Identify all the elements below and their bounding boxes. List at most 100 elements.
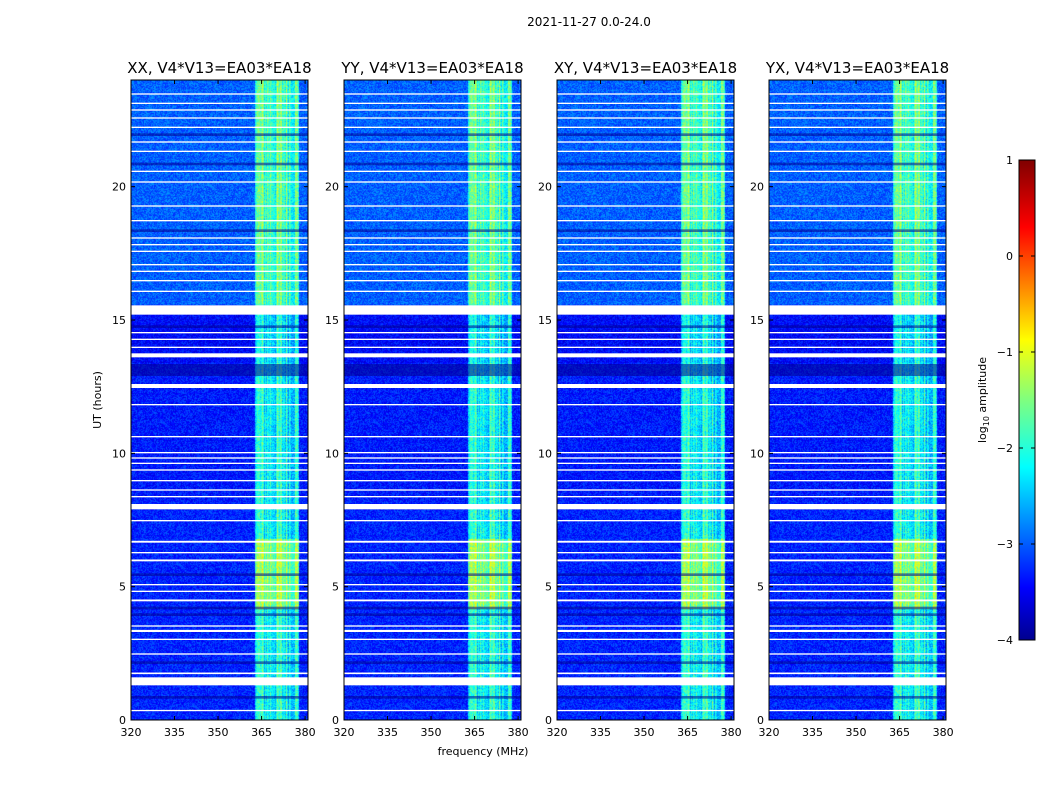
flagged-row [557, 457, 734, 459]
flagged-row [557, 305, 734, 315]
y-tick-label: 5 [332, 581, 339, 594]
flagged-row [344, 244, 521, 246]
flagged-row [344, 220, 521, 222]
dark-row [344, 606, 521, 610]
flagged-row [769, 559, 946, 562]
x-tick-label: 350 [846, 726, 867, 739]
dark-row [131, 613, 308, 616]
figure-suptitle: 2021-11-27 0.0-24.0 [527, 15, 651, 29]
flagged-row [131, 489, 308, 491]
colorbar-tick-label: −2 [997, 442, 1013, 455]
flagged-row [769, 629, 946, 632]
dark-row [344, 162, 521, 166]
flagged-row [344, 496, 521, 498]
flagged-row [344, 280, 521, 282]
flagged-row [131, 220, 308, 222]
panel-yy: YY, V4*V13=EA03*EA18 320 335 350 365 380 0 5 10 1… [325, 59, 529, 739]
flagged-row [131, 290, 308, 292]
flagged-row [344, 469, 521, 471]
flagged-row [769, 109, 946, 111]
flagged-row [769, 126, 946, 128]
dark-row [769, 661, 946, 664]
flagged-row [344, 584, 521, 586]
y-tick-label: 5 [545, 581, 552, 594]
colorbar-tick-label: 0 [1006, 250, 1013, 263]
flagged-row [557, 338, 734, 340]
flagged-row [557, 117, 734, 119]
flagged-row [344, 653, 521, 655]
flagged-row [344, 353, 521, 358]
flagged-row [131, 150, 308, 152]
flagged-row [557, 384, 734, 388]
colorbar-tick-label: −1 [997, 346, 1013, 359]
flagged-row [557, 181, 734, 183]
flagged-row [344, 504, 521, 510]
flagged-row [344, 237, 521, 239]
flagged-row [344, 552, 521, 554]
flagged-row [557, 353, 734, 358]
y-tick-label: 10 [538, 447, 552, 460]
colorbar: 10−1−2−3−4 log10 amplitude [976, 154, 1036, 647]
flagged-row [344, 590, 521, 592]
dark-row [769, 133, 946, 136]
flagged-row [557, 332, 734, 334]
dark-row [344, 325, 521, 328]
flagged-row [557, 625, 734, 627]
flagged-row [344, 489, 521, 491]
flagged-row [131, 496, 308, 498]
flagged-row [557, 489, 734, 491]
flagged-row [769, 638, 946, 640]
flagged-row [131, 117, 308, 119]
colorbar-tick-label: 1 [1006, 154, 1013, 167]
dark-row [557, 364, 734, 376]
dark-row [557, 133, 734, 136]
flagged-row [557, 653, 734, 655]
x-tick-label: 365 [251, 726, 272, 739]
dark-row [344, 133, 521, 136]
dark-row [344, 573, 521, 576]
dark-row [131, 606, 308, 610]
flagged-row [131, 141, 308, 143]
flagged-row [131, 462, 308, 464]
flagged-row [769, 540, 946, 543]
x-tick-label: 380 [721, 726, 742, 739]
flagged-row [557, 280, 734, 282]
flagged-row [131, 584, 308, 586]
flagged-row [131, 552, 308, 554]
flagged-row [344, 117, 521, 119]
dark-row [557, 573, 734, 576]
flagged-row [557, 205, 734, 207]
flagged-row [769, 250, 946, 252]
flagged-row [557, 290, 734, 292]
flagged-row [769, 552, 946, 554]
colorbar-label: log10 amplitude [976, 357, 991, 443]
panel-frame [556, 79, 735, 721]
y-tick-label: 20 [325, 181, 339, 194]
flagged-row [131, 205, 308, 207]
flagged-row [344, 629, 521, 632]
flagged-row [344, 462, 521, 464]
flagged-row [131, 280, 308, 282]
panel-xy: XY, V4*V13=EA03*EA18 320 335 350 365 380 0 5 10 1… [538, 59, 742, 739]
flagged-row [557, 220, 734, 222]
dark-row [769, 325, 946, 328]
panel-frame [768, 79, 947, 721]
flagged-row [557, 672, 734, 675]
flagged-row [769, 496, 946, 498]
flagged-row [344, 480, 521, 482]
y-tick-label: 0 [757, 714, 764, 727]
y-tick-label: 10 [112, 447, 126, 460]
x-tick-label: 350 [208, 726, 229, 739]
x-tick-label: 335 [377, 726, 398, 739]
flagged-row [557, 552, 734, 554]
x-tick-label: 320 [547, 726, 568, 739]
dark-row [131, 325, 308, 328]
x-tick-label: 365 [889, 726, 910, 739]
flagged-row [557, 540, 734, 543]
dark-row [557, 606, 734, 610]
flagged-row [769, 590, 946, 592]
y-tick-label: 5 [757, 581, 764, 594]
heatmap-image [557, 80, 734, 720]
colorbar-gradient [1018, 159, 1036, 641]
panel-frame [343, 79, 522, 721]
